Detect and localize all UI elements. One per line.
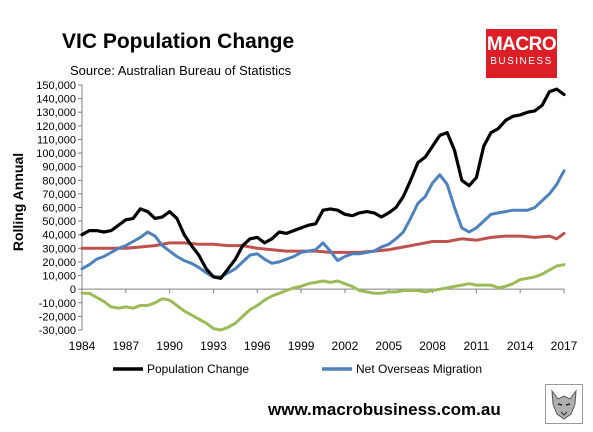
x-tick-label: 1993	[200, 339, 227, 353]
x-tick-label: 2005	[375, 339, 402, 353]
logo-line-2: BUSINESS	[490, 56, 553, 67]
legend-label: Net Overseas Migration	[356, 362, 482, 376]
series-line-2	[80, 169, 566, 279]
y-tick-label: 50,000	[42, 216, 76, 228]
y-tick-label: 40,000	[42, 230, 76, 242]
series-line-4	[80, 263, 566, 332]
logo-line-1: MACRO	[486, 34, 557, 55]
series-line-1	[80, 87, 566, 280]
macrobusiness-logo: MACRO BUSINESS	[486, 29, 557, 78]
x-tick-label: 1987	[112, 339, 139, 353]
y-tick-label: 60,000	[42, 203, 76, 215]
y-tick-label: -20,000	[39, 311, 76, 323]
x-tick-label: 2002	[332, 339, 359, 353]
x-tick-label: 2017	[551, 339, 578, 353]
y-tick-label: -30,000	[39, 325, 76, 337]
chart-subtitle: Source: Australian Bureau of Statistics	[70, 63, 292, 78]
y-tick-label: 130,000	[36, 107, 76, 119]
legend-label: Population Change	[147, 362, 249, 376]
y-tick-label: -10,000	[39, 298, 76, 310]
y-tick-label: 0	[70, 284, 76, 296]
y-tick-label: 110,000	[37, 134, 76, 146]
y-tick-label: 120,000	[36, 121, 76, 133]
legend: Population Change Net Overseas Migration	[113, 362, 482, 376]
footer-url: www.macrobusiness.com.au	[268, 400, 501, 419]
x-tick-label: 1984	[69, 339, 96, 353]
x-tick-label: 1999	[288, 339, 315, 353]
x-axis-ticks: 1984 1987 1990 1993 1996 1999 2002 2005 2008 2011…	[69, 289, 578, 353]
y-tick-label: 20,000	[42, 257, 76, 269]
x-tick-label: 1996	[244, 339, 271, 353]
chart-title: VIC Population Change	[62, 30, 295, 53]
y-tick-label: 30,000	[42, 243, 76, 255]
y-tick-label: 100,000	[36, 148, 76, 160]
y-axis-label: Rolling Annual	[10, 153, 26, 251]
y-tick-label: 140,000	[36, 94, 76, 106]
x-tick-label: 2011	[463, 339, 489, 353]
y-tick-label: 80,000	[42, 175, 76, 187]
series-layer	[80, 87, 566, 332]
y-axis-ticks: -30,000 -20,000-10,000 010,000 20,000 30,000…	[36, 80, 82, 337]
x-tick-label: 1990	[156, 339, 183, 353]
y-tick-label: 150,000	[36, 80, 76, 92]
wolf-head-icon	[545, 384, 583, 424]
y-tick-label: 10,000	[42, 271, 76, 283]
y-tick-label: 70,000	[42, 189, 76, 201]
x-tick-label: 2014	[507, 339, 534, 353]
y-tick-label: 90,000	[42, 162, 76, 174]
x-tick-label: 2008	[419, 339, 446, 353]
